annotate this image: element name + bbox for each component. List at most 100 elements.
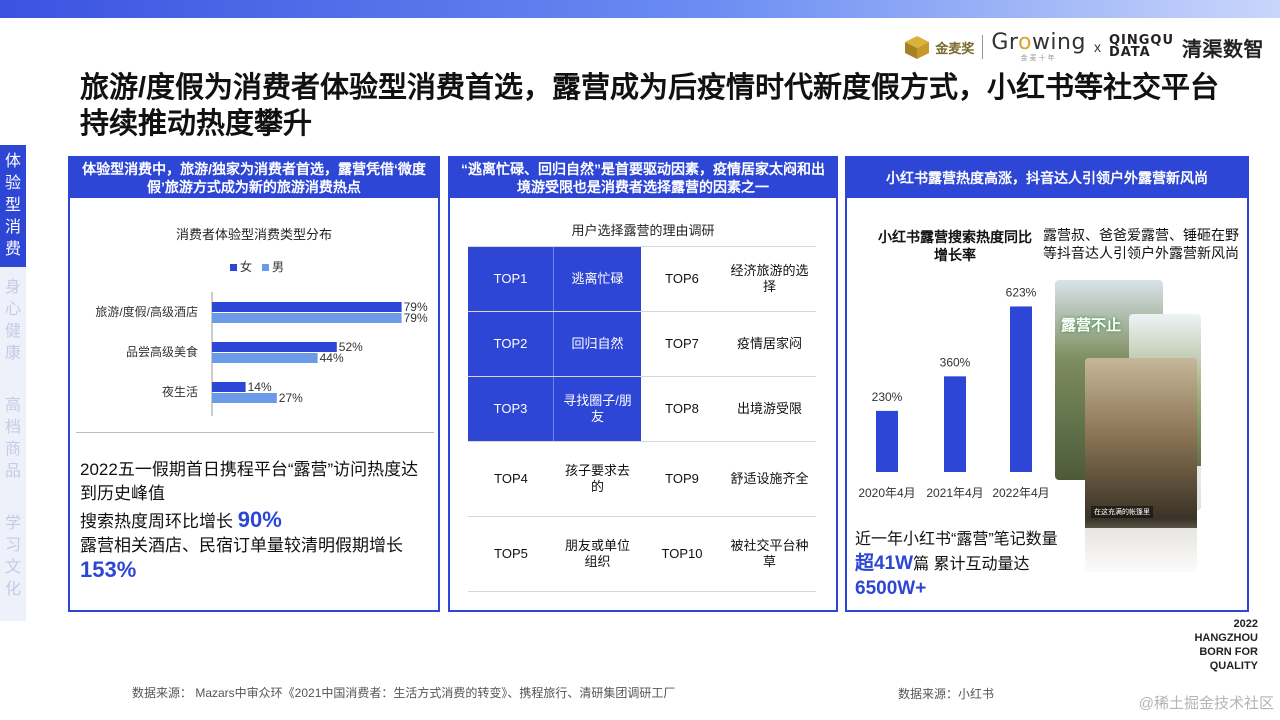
reasons-table-title: 用户选择露营的理由调研 — [571, 223, 715, 238]
notes-count-value: 41W — [874, 553, 914, 574]
partner-logos: 金麦奖 Growing 金麦十年 x QINGQU DATA 清渠数智 — [903, 30, 1264, 64]
data-label: 14% — [248, 380, 272, 394]
table-bottom-rule — [468, 591, 816, 592]
growing-logo: Growing 金麦十年 — [991, 32, 1086, 62]
rank-cell: TOP9 — [665, 471, 699, 486]
data-label: 27% — [279, 391, 303, 405]
bar-male — [212, 313, 402, 323]
rank-cell: TOP6 — [665, 271, 699, 286]
consumption-panel-header: 体验型消费中，旅游/独家为消费者首选，露营凭借‘微度假’旅游方式成为新的旅游消费… — [70, 158, 438, 198]
interaction-label: 篇 累计互动量达 — [913, 556, 1030, 573]
side-nav-item-experience[interactable]: 体验型消费 — [0, 145, 26, 267]
table-row-divider — [468, 441, 816, 442]
rank-cell: TOP4 — [494, 471, 528, 486]
x-tick-label: 2021年4月 — [926, 486, 983, 500]
reason-cell: 寻找圈子/朋友 — [554, 377, 641, 441]
table-row-divider — [468, 516, 816, 517]
reason-cell: 出境游受限 — [736, 401, 802, 416]
reason-cell: 回归自然 — [554, 312, 641, 376]
category-label: 品尝高级美食 — [126, 344, 198, 359]
side-nav-item-wellness[interactable]: 身心健康 — [0, 267, 26, 385]
search-growth-bar-chart: 230% 2020年4月 360% 2021年4月 623% 2022年4月 — [858, 285, 1049, 500]
brand-line: HANGZHOU — [1194, 632, 1258, 644]
rank-cell: TOP2 — [468, 312, 554, 376]
reason-cell: 逃离忙碌 — [554, 247, 641, 311]
reason-cell: 舒适设施齐全 — [730, 471, 809, 486]
watermark: @稀土掘金技术社区 — [1138, 695, 1274, 712]
xiaohongshu-stats: 近一年小红书“露营”笔记数量 超41W篇 累计互动量达 6500W+ — [855, 528, 1095, 602]
chart-title-consumption: 消费者体验型消费类型分布 — [175, 227, 332, 242]
search-growth-value: 90% — [237, 507, 282, 532]
data-label: 79% — [404, 300, 428, 314]
growth-bar — [876, 410, 898, 472]
order-growth-value: 153% — [80, 557, 137, 582]
interaction-value: 6500W+ — [855, 578, 927, 599]
top-gradient-bar — [0, 0, 1280, 18]
consumption-panel: 体验型消费中，旅游/独家为消费者首选，露营凭借‘微度假’旅游方式成为新的旅游消费… — [68, 156, 440, 612]
data-label: 360% — [940, 355, 971, 369]
data-label: 79% — [404, 311, 428, 325]
bar-female — [212, 302, 402, 312]
side-nav: 体验型消费 身心健康 高档商品 学习文化 — [0, 145, 26, 621]
growing-logo-sub: 金麦十年 — [1020, 54, 1057, 62]
bar-female — [212, 342, 337, 352]
chart-legend: 女 男 — [230, 258, 284, 275]
reasons-panel-header: “逃离忙碌、回归自然”是首要驱动因素，疫情居家太闷和出境游受限也是消费者选择露营… — [450, 158, 836, 198]
data-label: 52% — [339, 340, 363, 354]
thumbnail-tag: 露营不止 — [1061, 317, 1122, 334]
douyin-influencer-note: 露营叔、爸爸爱露营、锤砸在野等抖音达人引领户外露营新风尚 — [1043, 227, 1239, 261]
search-growth-stat: 搜索热度周环比增长 90% — [80, 508, 430, 534]
ctrip-stats: 2022五一假期首日携程平台“露营”访问热度达到历史峰值 搜索热度周环比增长 9… — [80, 458, 430, 584]
search-growth-text: 搜索热度周环比增长 — [80, 512, 233, 531]
data-source-left: 数据来源： Mazars中审众环《2021中国消费者：生活方式消费的转变》、携程… — [132, 686, 676, 700]
ctrip-peak-statement: 2022五一假期首日携程平台“露营”访问热度达到历史峰值 — [80, 460, 419, 503]
x-tick-label: 2020年4月 — [858, 486, 915, 500]
data-label: 623% — [1006, 285, 1037, 299]
x-tick-label: 2022年4月 — [992, 486, 1049, 500]
jinmai-logo: 金麦奖 — [903, 34, 974, 60]
legend-label-female: 女 — [240, 260, 253, 274]
table-row-divider — [468, 311, 816, 312]
cube-icon — [903, 34, 931, 60]
chart-title-growth: 小红书露营搜索热度同比增长率 — [878, 229, 1032, 263]
side-nav-item-luxury[interactable]: 高档商品 — [0, 385, 26, 503]
growing-logo-post: wing — [1031, 30, 1086, 55]
legend-item-male: 男 — [262, 258, 284, 275]
legend-item-female: 女 — [230, 258, 252, 275]
reason-cell: 朋友或单位组织 — [564, 538, 630, 569]
bar-male — [212, 353, 318, 363]
reason-cell: 孩子要求去的 — [564, 463, 630, 494]
growing-logo-pre: Gr — [991, 30, 1018, 55]
qingqu-logo-line1: QINGQU — [1108, 33, 1174, 48]
notes-count-label: 近一年小红书“露营”笔记数量 — [855, 531, 1058, 548]
reasons-panel: “逃离忙碌、回归自然”是首要驱动因素，疫情居家太闷和出境游受限也是消费者选择露营… — [448, 156, 838, 612]
rank-cell: TOP3 — [468, 377, 554, 441]
event-brand: 2022 HANGZHOU BORN FOR QUALITY — [1194, 617, 1258, 673]
reasons-table: TOP1 逃离忙碌 TOP6 经济旅游的选择 TOP2 回归自然 TOP7 疫情… — [468, 246, 816, 592]
xiaohongshu-panel: 小红书露营热度高涨，抖音达人引领户外露营新风尚 小红书露营搜索热度同比增长率 2… — [845, 156, 1249, 612]
douyin-video-thumbnail[interactable]: 在这充满的帐篷里 — [1085, 358, 1197, 572]
rank-cell: TOP10 — [661, 546, 703, 561]
reasons-grid: TOP1 逃离忙碌 TOP6 经济旅游的选择 TOP2 回归自然 TOP7 疫情… — [468, 247, 816, 592]
qingqu-data-logo: QINGQU DATA — [1108, 33, 1174, 59]
side-nav-item-learning[interactable]: 学习文化 — [0, 503, 26, 621]
jinmai-logo-text: 金麦奖 — [935, 40, 975, 56]
category-label: 旅游/度假/高级酒店 — [95, 304, 198, 319]
data-label: 230% — [872, 390, 903, 404]
legend-label-male: 男 — [272, 260, 285, 274]
rank-cell: TOP8 — [665, 401, 699, 416]
notes-count-prefix: 超 — [855, 553, 875, 574]
xiaohongshu-panel-header: 小红书露营热度高涨，抖音达人引领户外露营新风尚 — [847, 158, 1247, 198]
brand-line: BORN FOR — [1199, 646, 1258, 658]
thumbnail-ui-strip — [1085, 528, 1197, 572]
reason-cell: 被社交平台种草 — [730, 538, 809, 569]
order-growth-text: 露营相关酒店、民宿订单量较清明假期增长 — [80, 536, 403, 555]
table-top-rule — [468, 246, 816, 247]
growth-bar — [1010, 306, 1032, 472]
consumption-bar-chart: 旅游/度假/高级酒店 79%79% 品尝高级美食 52%44% 夜生活 14% 27% — [95, 292, 428, 416]
page-title: 旅游/度假为消费者体验型消费首选，露营成为后疫情时代新度假方式，小红书等社交平台… — [80, 72, 1220, 140]
data-source-right: 数据来源：小红书 — [898, 687, 995, 701]
thumbnail-caption: 在这充满的帐篷里 — [1091, 506, 1153, 518]
growing-logo-o: o — [1017, 30, 1032, 55]
reason-cell: 疫情居家闷 — [736, 336, 802, 351]
